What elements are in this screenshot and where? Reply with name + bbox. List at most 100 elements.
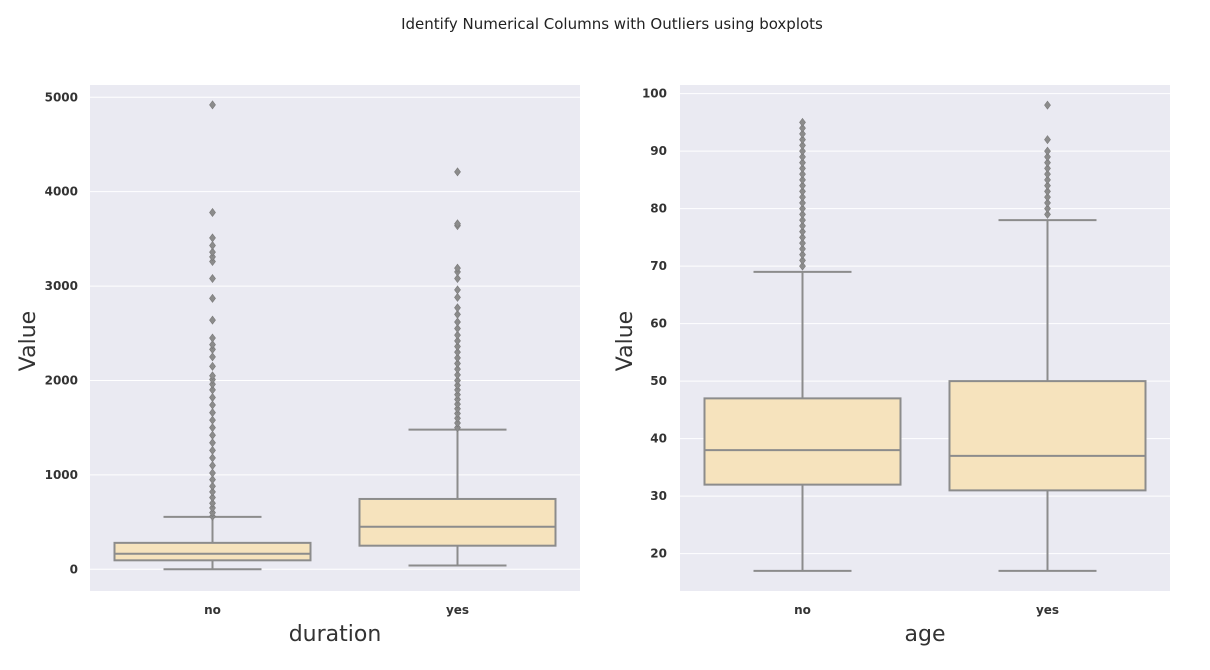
y-axis-label: Value bbox=[613, 311, 638, 371]
outlier-point bbox=[454, 167, 461, 177]
outlier-point bbox=[1044, 181, 1051, 191]
outlier-point bbox=[1044, 158, 1051, 168]
y-tick-label: 70 bbox=[650, 259, 667, 273]
outlier-point bbox=[799, 255, 806, 265]
outlier-point bbox=[799, 123, 806, 133]
outlier-point bbox=[209, 453, 216, 463]
outlier-point bbox=[1044, 186, 1051, 196]
outlier-point bbox=[799, 261, 806, 271]
outlier-point bbox=[209, 400, 216, 410]
iqr-box bbox=[358, 497, 557, 547]
y-tick-label: 2000 bbox=[45, 373, 78, 387]
y-tick-label: 1000 bbox=[45, 468, 78, 482]
outlier-point bbox=[1044, 146, 1051, 156]
outlier-point bbox=[799, 227, 806, 237]
outlier-point bbox=[799, 146, 806, 156]
outlier-point bbox=[454, 404, 461, 414]
outlier-point bbox=[1044, 192, 1051, 202]
outlier-point bbox=[1044, 163, 1051, 173]
y-tick-label: 20 bbox=[650, 547, 667, 561]
outlier-point bbox=[209, 340, 216, 350]
outlier-point bbox=[209, 392, 216, 402]
outlier-point bbox=[209, 498, 216, 508]
outlier-point bbox=[209, 361, 216, 371]
outlier-point bbox=[454, 330, 461, 340]
outlier-point bbox=[454, 309, 461, 319]
outlier-point bbox=[454, 303, 461, 313]
outlier-point bbox=[209, 257, 216, 267]
y-tick-label: 90 bbox=[650, 144, 667, 158]
x-axis-label: age bbox=[905, 622, 946, 647]
outlier-point bbox=[454, 336, 461, 346]
outlier-point bbox=[454, 285, 461, 295]
outlier-point bbox=[799, 129, 806, 139]
outlier-point bbox=[454, 390, 461, 400]
x-tick-label-yes: yes bbox=[446, 603, 469, 617]
iqr-box bbox=[703, 397, 902, 486]
outlier-point bbox=[209, 423, 216, 433]
outlier-point bbox=[209, 352, 216, 362]
outlier-point bbox=[209, 475, 216, 485]
outlier-point bbox=[209, 415, 216, 425]
y-tick-label: 60 bbox=[650, 317, 667, 331]
outlier-point bbox=[1044, 204, 1051, 214]
outlier-point bbox=[209, 371, 216, 381]
outlier-point bbox=[209, 207, 216, 217]
outlier-point bbox=[209, 293, 216, 303]
outlier-point bbox=[799, 198, 806, 208]
outlier-point bbox=[209, 274, 216, 284]
outlier-point bbox=[209, 481, 216, 491]
y-tick-label: 0 bbox=[70, 562, 78, 576]
outlier-point bbox=[454, 358, 461, 368]
outlier-point bbox=[799, 186, 806, 196]
outlier-point bbox=[454, 324, 461, 334]
outlier-point bbox=[209, 430, 216, 440]
outlier-point bbox=[454, 347, 461, 357]
outlier-point bbox=[454, 409, 461, 419]
outlier-point bbox=[454, 364, 461, 374]
box-group-no bbox=[703, 117, 902, 572]
box-group-no bbox=[113, 100, 312, 571]
outlier-point bbox=[799, 135, 806, 145]
duration-boxplot-panel: 0 1000 2000 3000 4000 5000 no yes duration Value bbox=[16, 85, 580, 647]
outlier-point bbox=[799, 175, 806, 185]
y-tick-label: 80 bbox=[650, 202, 667, 216]
outlier-point bbox=[454, 292, 461, 302]
outlier-point bbox=[209, 408, 216, 418]
x-tick-label-no: no bbox=[204, 603, 221, 617]
outlier-point bbox=[1044, 209, 1051, 219]
outlier-point bbox=[209, 508, 216, 518]
outlier-point bbox=[799, 140, 806, 150]
outlier-point bbox=[799, 238, 806, 248]
box-group-yes bbox=[948, 100, 1147, 572]
box-group-yes bbox=[358, 167, 557, 567]
x-axis-label: duration bbox=[289, 622, 382, 647]
plot-area-background bbox=[680, 85, 1170, 591]
iqr-box bbox=[113, 541, 312, 562]
y-tick-label: 100 bbox=[642, 87, 667, 101]
outlier-point bbox=[454, 413, 461, 423]
outlier-point bbox=[799, 152, 806, 162]
outlier-point bbox=[454, 317, 461, 327]
outlier-point bbox=[209, 315, 216, 325]
y-axis-label: Value bbox=[16, 311, 41, 371]
outlier-point bbox=[799, 204, 806, 214]
outlier-point bbox=[209, 493, 216, 503]
outlier-point bbox=[209, 240, 216, 250]
outlier-point bbox=[454, 353, 461, 363]
outlier-point bbox=[799, 232, 806, 242]
outlier-point bbox=[209, 445, 216, 455]
outlier-point bbox=[799, 244, 806, 254]
age-boxplot-panel: 20 30 40 50 60 70 80 90 100 no yes age Value bbox=[613, 85, 1170, 647]
outlier-point bbox=[209, 460, 216, 470]
y-tick-label: 5000 bbox=[45, 90, 78, 104]
x-tick-label-no: no bbox=[794, 603, 811, 617]
outlier-point bbox=[209, 100, 216, 110]
outlier-point bbox=[1044, 198, 1051, 208]
y-tick-label: 4000 bbox=[45, 185, 78, 199]
outlier-point bbox=[1044, 100, 1051, 110]
outlier-point bbox=[209, 385, 216, 395]
outlier-point bbox=[1044, 175, 1051, 185]
outlier-point bbox=[1044, 152, 1051, 162]
outlier-point bbox=[454, 219, 461, 229]
